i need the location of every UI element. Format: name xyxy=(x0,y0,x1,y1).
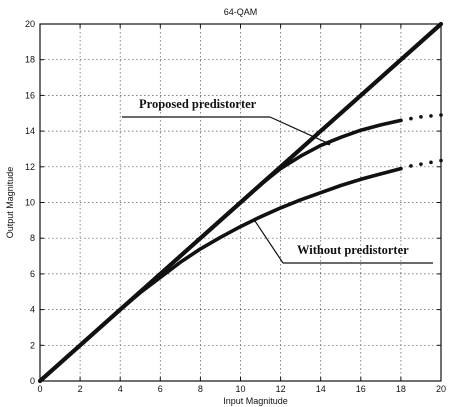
y-tick-label: 8 xyxy=(30,233,35,243)
x-tick-label: 2 xyxy=(78,384,83,394)
x-tick-label: 0 xyxy=(37,384,42,394)
series-dot-1 xyxy=(429,114,433,118)
x-tick-label: 12 xyxy=(276,384,286,394)
series-dot-2 xyxy=(429,160,433,165)
x-axis-label: Input Magnitude xyxy=(223,396,288,406)
annotations: Proposed predistorter Without predistorte… xyxy=(122,97,433,264)
series-dot-2 xyxy=(419,162,423,166)
y-tick-label: 14 xyxy=(25,126,35,136)
x-tick-label: 16 xyxy=(356,384,366,394)
y-tick-label: 20 xyxy=(25,19,35,29)
y-tick-label: 0 xyxy=(30,376,35,386)
y-axis-label: Output Magnitude xyxy=(5,167,15,239)
series-dot-1 xyxy=(439,113,443,117)
x-tick-label: 6 xyxy=(158,384,163,394)
annotation-tip xyxy=(327,141,331,146)
annotation-leader xyxy=(269,116,329,145)
series-dot-1 xyxy=(419,115,423,119)
x-tick-label: 10 xyxy=(235,384,245,394)
annotation-leader xyxy=(254,220,284,264)
series-dot-1 xyxy=(409,116,413,121)
x-tick-label: 8 xyxy=(198,384,203,394)
annotation-label: Without predistorter xyxy=(297,243,409,257)
y-tick-label: 12 xyxy=(25,162,35,172)
x-tick-label: 4 xyxy=(118,384,123,394)
x-tick-label: 14 xyxy=(316,384,326,394)
y-tick-label: 6 xyxy=(30,269,35,279)
series-dot-2 xyxy=(439,158,443,163)
y-tick-label: 2 xyxy=(30,340,35,350)
series-layer xyxy=(37,21,444,384)
x-tick-label: 18 xyxy=(396,384,406,394)
y-tick-label: 4 xyxy=(30,305,35,315)
series-dot-2 xyxy=(409,164,413,168)
annotation-tip xyxy=(252,218,257,222)
x-tick-label: 20 xyxy=(436,384,446,394)
y-tick-label: 16 xyxy=(25,90,35,100)
series-dot-1 xyxy=(399,118,403,123)
y-tick-label: 10 xyxy=(25,198,35,208)
axis-ticks: 0 2 4 6 8 10 12 14 16 18 20 0 2 4 6 8 10 12 14 16 18 20 xyxy=(25,19,446,394)
series-dot-2 xyxy=(399,166,403,171)
series-line-2 xyxy=(38,166,403,383)
y-tick-label: 18 xyxy=(25,55,35,65)
chart-title: 64-QAM xyxy=(224,7,258,17)
annotation-label: Proposed predistorter xyxy=(139,97,257,111)
